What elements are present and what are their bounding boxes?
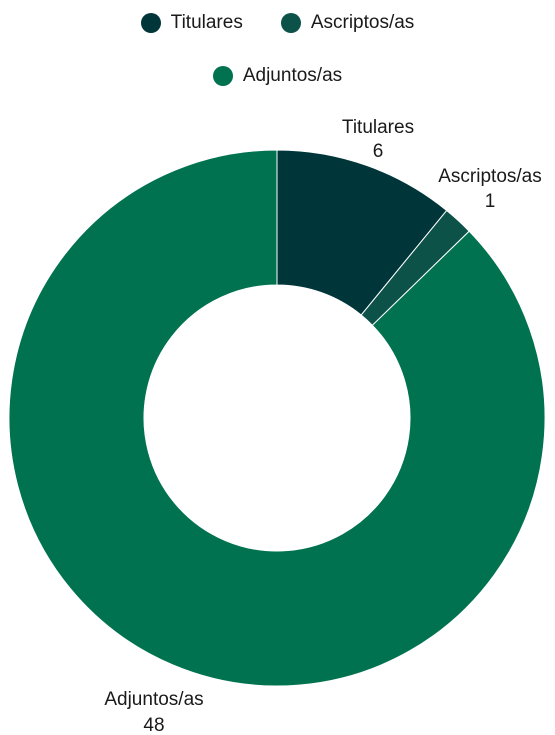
legend-label-titulares: Titulares [170,12,243,33]
data-label-value-0: 6 [373,141,384,162]
legend: Titulares Ascriptos/as [0,12,555,34]
legend-swatch-titulares [140,13,161,33]
data-label-name-1: Ascriptos/as [438,166,541,187]
slice-adjuntos-as [8,149,546,687]
legend-item-titulares: Titulares [140,12,243,34]
legend-row-2: Adjuntos/as [0,65,555,87]
donut-slices [8,149,546,687]
legend-item-ascriptos: Ascriptos/as [280,12,415,34]
data-label-value-2: 48 [143,715,164,735]
data-label-name-0: Titulares [342,117,414,138]
legend-label-ascriptos: Ascriptos/as [310,12,415,33]
data-label-name-2: Adjuntos/as [104,689,203,710]
legend-label-adjuntos: Adjuntos/as [242,65,343,86]
legend-swatch-adjuntos [212,66,233,86]
data-label-value-1: 1 [485,191,496,212]
legend-item-adjuntos: Adjuntos/as [212,65,343,87]
legend-swatch-ascriptos [280,13,301,33]
donut-labels: Titulares 6 Ascriptos/as 1 Adjuntos/as 48 [104,117,541,735]
